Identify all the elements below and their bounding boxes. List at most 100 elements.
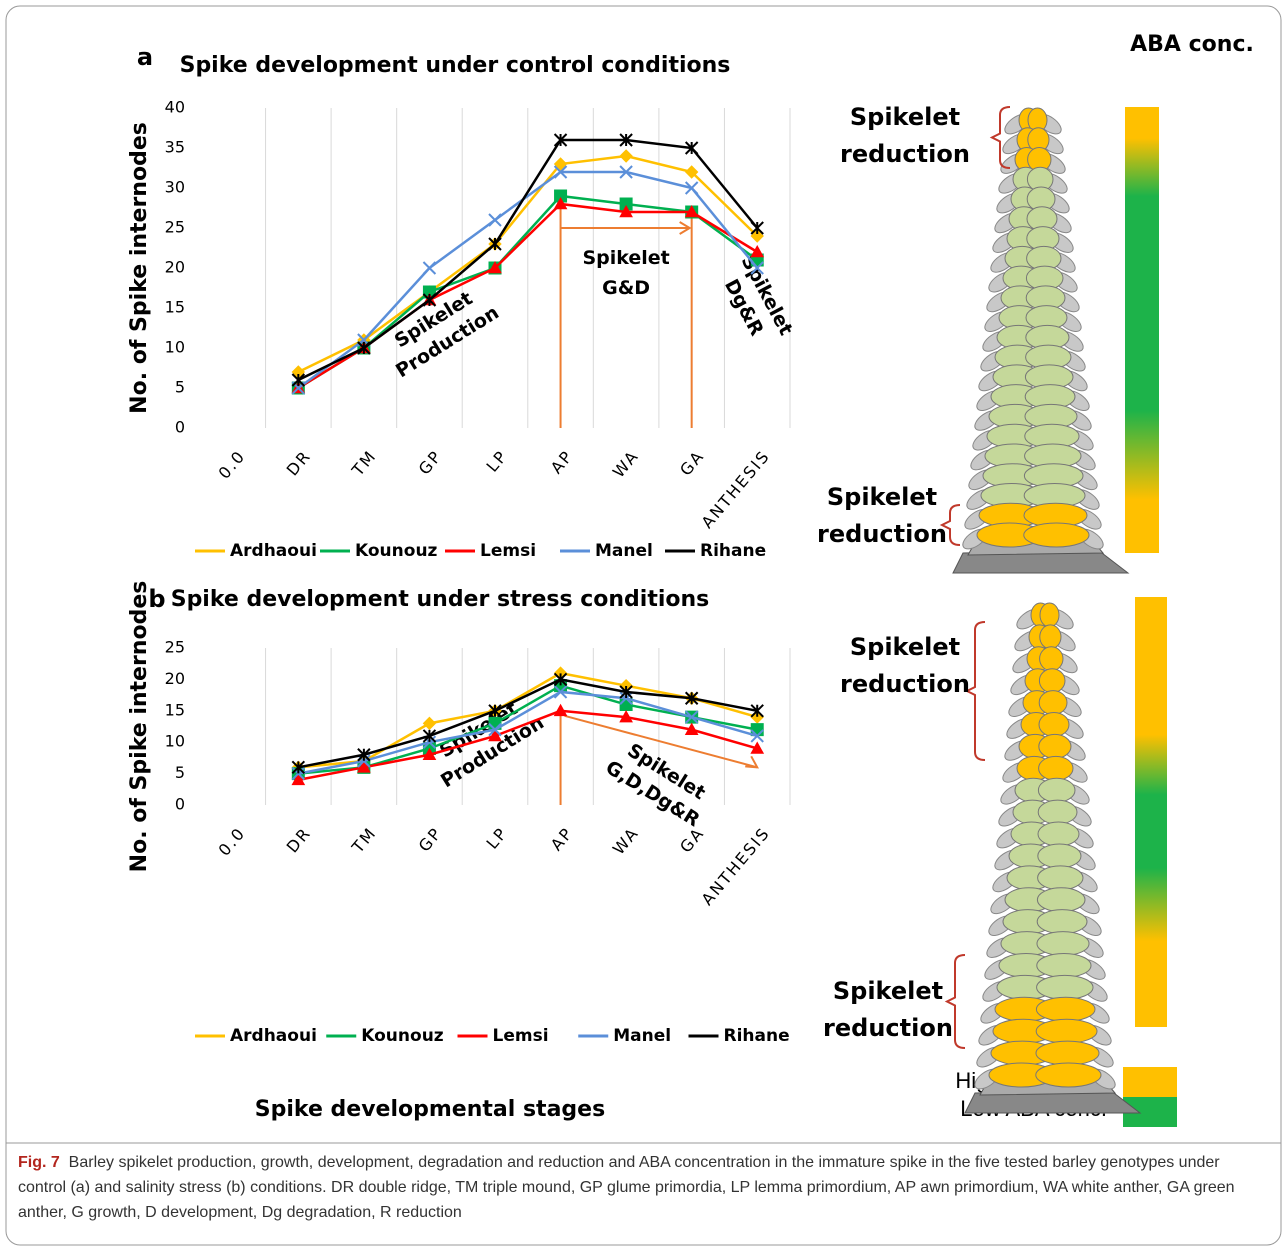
arrow-head xyxy=(745,755,759,769)
marker xyxy=(750,244,765,258)
chart-title: Spike development under control conditio… xyxy=(180,53,731,78)
legend-label: Kounouz xyxy=(361,1026,444,1046)
y-tick-label: 15 xyxy=(165,298,185,317)
marker xyxy=(422,293,437,307)
marker xyxy=(553,672,568,687)
marker xyxy=(488,260,502,274)
x-axis-label: Spike developmental stages xyxy=(255,1097,605,1122)
y-tick-label: 20 xyxy=(165,669,185,688)
marker xyxy=(357,754,371,768)
y-axis-label: No. of Spike internodes xyxy=(127,122,152,414)
marker xyxy=(750,741,765,754)
spike xyxy=(952,107,1130,574)
panel-label: a xyxy=(137,43,153,71)
y-tick-label: 25 xyxy=(165,218,185,237)
spikelet xyxy=(1037,865,1084,891)
spikelet xyxy=(1037,777,1076,803)
frame xyxy=(5,5,1282,1246)
bracket xyxy=(964,621,986,761)
spikelet xyxy=(1036,909,1088,935)
legend-label: Rihane xyxy=(700,541,766,561)
caption-label: Fig. 7 xyxy=(18,1154,60,1171)
legend-label: Rihane xyxy=(724,1026,790,1046)
marker xyxy=(684,710,699,724)
annotation-line: G&D xyxy=(602,277,650,299)
y-tick-label: 10 xyxy=(165,732,185,751)
spikelet xyxy=(1036,887,1086,913)
marker xyxy=(488,213,502,227)
marker xyxy=(291,766,306,781)
x-tick-label: DR xyxy=(283,823,315,856)
marker xyxy=(619,710,633,723)
x-tick-label: DR xyxy=(283,446,315,479)
spike-label-line: Spikelet xyxy=(827,483,937,511)
aba-title: ABA conc. xyxy=(1130,32,1254,57)
arrow xyxy=(564,714,758,769)
marker xyxy=(750,261,764,275)
marker xyxy=(357,760,371,773)
marker xyxy=(750,221,764,235)
marker xyxy=(291,373,306,387)
legend-label: Manel xyxy=(613,1026,671,1046)
marker xyxy=(488,728,502,742)
x-tick-label: LP xyxy=(482,823,511,852)
marker xyxy=(422,716,437,731)
marker xyxy=(553,157,568,171)
marker xyxy=(291,772,306,786)
spikelet xyxy=(1035,996,1096,1022)
marker xyxy=(554,189,568,203)
spikelet xyxy=(1037,843,1082,869)
panel-label: b xyxy=(148,585,165,613)
spike xyxy=(964,602,1142,1114)
legend-label: Manel xyxy=(595,541,653,561)
spikelet xyxy=(1039,602,1060,628)
series-line xyxy=(297,170,759,390)
legend-label: Lemsi xyxy=(480,541,536,561)
spikelet xyxy=(1038,712,1070,738)
spike-label-line: reduction xyxy=(823,1014,953,1042)
y-tick-label: 30 xyxy=(165,178,185,197)
spikelet xyxy=(1037,821,1080,847)
arrow-head xyxy=(679,221,692,235)
spikelet xyxy=(1039,646,1064,672)
aba-bar xyxy=(1125,107,1159,553)
caption-text: Barley spikelet production, growth, deve… xyxy=(18,1154,1235,1221)
spikelet xyxy=(1035,1062,1102,1088)
y-tick-label: 15 xyxy=(165,700,185,719)
legend-label: Kounouz xyxy=(355,541,438,561)
spike-label: Spikelet reduction xyxy=(840,103,970,168)
spike-label-line: Spikelet xyxy=(833,977,943,1005)
marker xyxy=(619,149,633,163)
spikelet xyxy=(1038,755,1074,781)
y-axis-label: No. of Spike internodes xyxy=(127,581,152,873)
marker xyxy=(684,204,699,218)
legend-label: Ardhaoui xyxy=(230,1026,317,1046)
marker xyxy=(422,261,437,275)
spikelet xyxy=(1035,1040,1100,1066)
x-tick-label: AP xyxy=(547,823,577,854)
x-tick-label: WA xyxy=(609,823,643,858)
y-tick-label: 20 xyxy=(165,258,185,277)
y-tick-label: 25 xyxy=(165,638,185,657)
marker xyxy=(684,181,699,195)
y-tick-label: 0 xyxy=(175,795,185,814)
bracket xyxy=(989,106,1011,169)
spike-label: Spikelet reduction xyxy=(823,977,953,1042)
x-tick-label: AP xyxy=(547,446,577,477)
marker xyxy=(488,704,502,718)
y-tick-label: 5 xyxy=(175,378,185,397)
y-tick-label: 40 xyxy=(165,98,185,117)
marker xyxy=(750,729,764,743)
spikelet xyxy=(1035,1018,1098,1044)
spikelet xyxy=(1036,952,1092,978)
marker xyxy=(750,704,764,718)
marker xyxy=(291,760,306,775)
x-tick-label: WA xyxy=(609,446,643,481)
series-line xyxy=(298,690,758,775)
marker xyxy=(619,165,633,179)
marker xyxy=(619,197,633,211)
spikelet xyxy=(1036,931,1090,957)
chart-title: Spike development under stress condition… xyxy=(171,587,710,612)
marker xyxy=(684,165,699,179)
